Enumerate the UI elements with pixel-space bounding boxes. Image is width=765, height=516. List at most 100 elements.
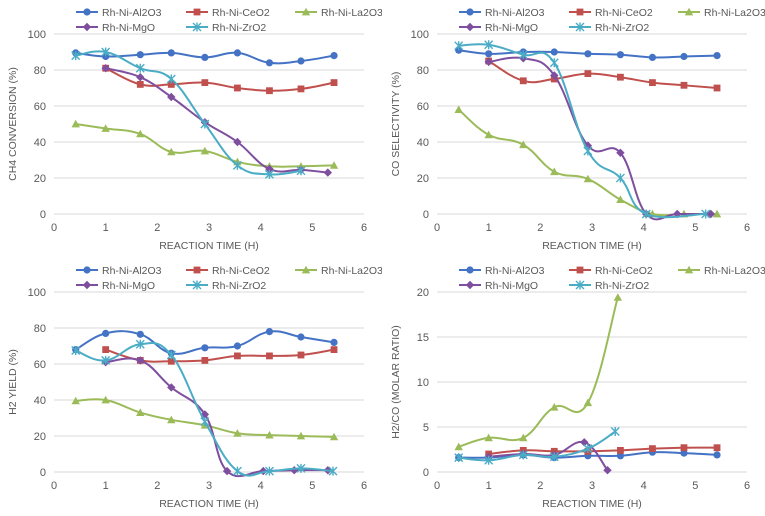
data-point xyxy=(583,444,593,454)
data-point xyxy=(201,357,209,364)
data-point xyxy=(102,329,110,337)
legend-label: Rh-Ni-ZrO2 xyxy=(212,22,266,34)
legend-label: Rh-Ni-MgO xyxy=(102,280,155,292)
legend-item-rh-ni-la2o3: Rh-Ni-La2O3 xyxy=(295,265,382,277)
data-point xyxy=(323,168,333,177)
x-tick-label: 6 xyxy=(744,222,750,234)
data-point xyxy=(330,338,338,346)
data-point xyxy=(135,339,145,349)
data-point xyxy=(297,333,305,341)
data-point xyxy=(485,50,493,58)
y-axis-label: H2 YIELD (%) xyxy=(7,349,19,415)
data-point xyxy=(549,452,559,462)
series-rh-ni-ceo2 xyxy=(485,57,721,92)
legend-item-rh-ni-ceo2: Rh-Ni-CeO2 xyxy=(569,7,653,19)
x-tick-label: 3 xyxy=(589,480,595,492)
legend-marker xyxy=(576,8,584,16)
series-rh-ni-mgo xyxy=(101,356,333,478)
data-point xyxy=(233,342,242,350)
data-point xyxy=(201,344,209,352)
series-line xyxy=(458,430,616,462)
series-rh-ni-ceo2 xyxy=(102,64,338,95)
series-rh-ni-zro2 xyxy=(454,427,620,465)
x-tick-label: 3 xyxy=(206,222,212,234)
data-point xyxy=(166,350,176,360)
data-point xyxy=(713,52,721,60)
data-point xyxy=(329,161,339,169)
data-point xyxy=(264,466,274,476)
series-line xyxy=(458,43,706,219)
legend-item-rh-ni-ceo2: Rh-Ni-CeO2 xyxy=(186,7,270,19)
data-point xyxy=(484,433,493,442)
series-rh-ni-al2o3 xyxy=(72,328,338,357)
y-tick-label: 100 xyxy=(28,29,46,41)
data-point xyxy=(71,51,81,61)
legend-label: Rh-Ni-Al2O3 xyxy=(102,7,162,19)
y-tick-label: 0 xyxy=(40,209,46,221)
legend-marker xyxy=(465,280,475,290)
legend-item-rh-ni-zro2: Rh-Ni-ZrO2 xyxy=(569,22,649,34)
data-point xyxy=(550,167,559,176)
data-point xyxy=(135,63,145,73)
data-point xyxy=(136,356,145,365)
legend-label: Rh-Ni-MgO xyxy=(485,22,538,34)
y-axis-label: H2/CO (MOLAR RATIO) xyxy=(390,325,402,439)
data-point xyxy=(101,355,111,365)
data-point xyxy=(712,209,722,218)
series-rh-ni-la2o3 xyxy=(454,105,722,218)
x-axis-label: REACTION TIME (H) xyxy=(159,498,259,510)
data-point xyxy=(232,160,242,170)
legend-label: Rh-Ni-ZrO2 xyxy=(595,22,649,34)
data-point xyxy=(550,71,559,80)
data-point xyxy=(648,53,657,62)
legend-marker xyxy=(466,8,474,16)
co-selectivity-chart: 0 20 40 60 80 100 0 1 2 3 4 5 6 REACTION TIME (H) CO S… xyxy=(390,7,765,252)
legend-item-rh-ni-zro2: Rh-Ni-ZrO2 xyxy=(569,280,649,292)
y-tick-label: 40 xyxy=(417,137,429,149)
data-point xyxy=(583,146,593,156)
x-tick-label: 2 xyxy=(537,480,543,492)
data-point xyxy=(616,51,625,59)
x-tick-label: 5 xyxy=(692,480,698,492)
data-point xyxy=(101,124,110,132)
series-rh-ni-zro2 xyxy=(454,40,711,219)
series-rh-ni-ceo2 xyxy=(102,346,338,365)
data-point xyxy=(680,449,688,457)
legend-marker xyxy=(192,280,202,290)
x-axis-label: REACTION TIME (H) xyxy=(159,240,259,252)
y-axis-label: CO SELECTIVITY (%) xyxy=(390,72,402,177)
data-point xyxy=(713,84,721,92)
legend: Rh-Ni-Al2O3 Rh-Ni-CeO2 Rh-Ni-La2O3 Rh-Ni-Mg… xyxy=(76,7,382,34)
legend-label: Rh-Ni-La2O3 xyxy=(321,7,382,19)
legend-label: Rh-Ni-La2O3 xyxy=(704,265,765,277)
y-tick-label: 60 xyxy=(34,359,46,371)
series-line xyxy=(75,50,302,176)
data-point xyxy=(167,383,176,392)
series-rh-ni-al2o3 xyxy=(72,49,338,67)
data-point xyxy=(680,444,688,452)
data-point xyxy=(264,169,274,179)
legend-label: Rh-Ni-Al2O3 xyxy=(485,265,545,277)
series-line xyxy=(105,357,328,478)
data-point xyxy=(167,357,175,365)
data-point xyxy=(584,70,592,77)
data-point xyxy=(615,173,625,183)
x-tick-label: 3 xyxy=(206,480,212,492)
x-tick-label: 5 xyxy=(692,222,698,234)
y-tick-label: 15 xyxy=(417,332,429,344)
legend-item-rh-ni-al2o3: Rh-Ni-Al2O3 xyxy=(76,7,162,19)
legend-label: Rh-Ni-La2O3 xyxy=(704,7,765,19)
data-point xyxy=(71,396,80,405)
data-point xyxy=(136,408,145,416)
legend-item-rh-ni-mgo: Rh-Ni-MgO xyxy=(76,280,155,292)
y-tick-label: 80 xyxy=(34,65,46,77)
data-point xyxy=(167,147,176,156)
x-tick-label: 6 xyxy=(744,480,750,492)
data-point xyxy=(701,209,711,219)
y-tick-label: 10 xyxy=(417,377,429,389)
data-point xyxy=(136,129,145,138)
data-point xyxy=(266,87,273,95)
data-point xyxy=(580,438,589,447)
y-tick-label: 80 xyxy=(417,65,429,77)
